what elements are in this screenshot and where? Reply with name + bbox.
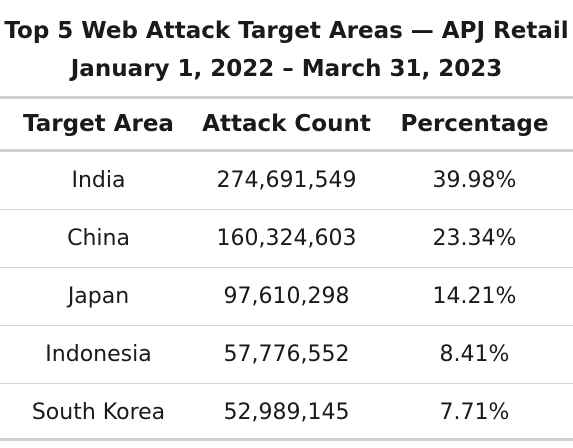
- cell-percentage: 8.41%: [439, 342, 510, 367]
- row-divider: [0, 325, 573, 326]
- cell-attack-count: 57,776,552: [223, 342, 350, 367]
- table-title: Top 5 Web Attack Target Areas — APJ Reta…: [4, 18, 569, 44]
- table-row: South Korea 52,989,145 7.71%: [0, 384, 573, 441]
- top-rule: [0, 96, 573, 99]
- table-subtitle: January 1, 2022 – March 31, 2023: [70, 56, 503, 82]
- header-percentage: Percentage: [400, 111, 549, 137]
- cell-attack-count: 160,324,603: [216, 226, 357, 251]
- header-row: Target Area Attack Count Percentage: [0, 99, 573, 149]
- table-row: Japan 97,610,298 14.21%: [0, 268, 573, 325]
- cell-percentage: 23.34%: [432, 226, 517, 251]
- table-title-block: Top 5 Web Attack Target Areas — APJ Reta…: [0, 0, 573, 88]
- table-row: India 274,691,549 39.98%: [0, 152, 573, 209]
- row-divider: [0, 209, 573, 210]
- cell-target-area: Japan: [67, 284, 130, 309]
- header-attack-count: Attack Count: [202, 111, 371, 137]
- header-target-area: Target Area: [23, 111, 174, 137]
- row-divider: [0, 267, 573, 268]
- cell-attack-count: 274,691,549: [216, 168, 357, 193]
- cell-target-area: Indonesia: [45, 342, 152, 367]
- cell-attack-count: 97,610,298: [223, 284, 350, 309]
- cell-attack-count: 52,989,145: [223, 400, 350, 425]
- bottom-rule: [0, 438, 573, 441]
- table-row: China 160,324,603 23.34%: [0, 210, 573, 267]
- cell-target-area: China: [67, 226, 130, 251]
- header-rule: [0, 149, 573, 152]
- table-row: Indonesia 57,776,552 8.41%: [0, 326, 573, 383]
- cell-percentage: 7.71%: [439, 400, 510, 425]
- cell-percentage: 39.98%: [432, 168, 517, 193]
- cell-percentage: 14.21%: [432, 284, 517, 309]
- cell-target-area: India: [71, 168, 126, 193]
- row-divider: [0, 383, 573, 384]
- cell-target-area: South Korea: [31, 400, 166, 425]
